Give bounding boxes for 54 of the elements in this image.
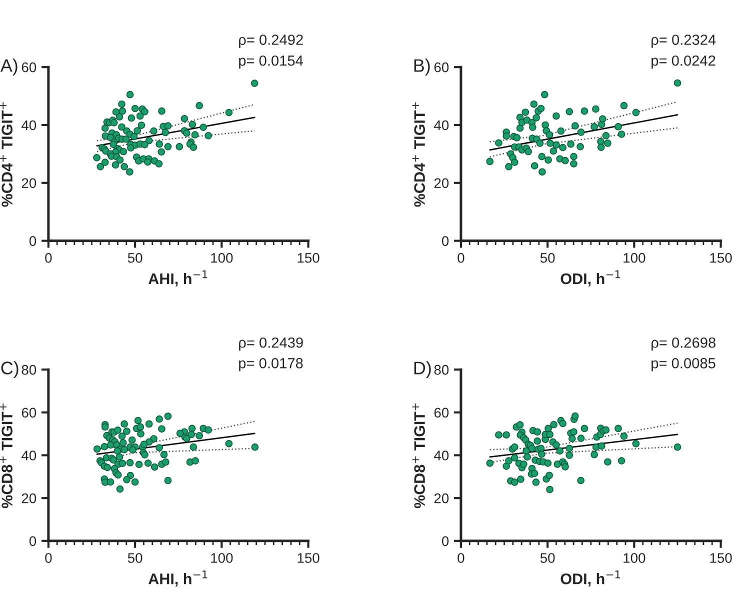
x-tick-label: 150 <box>298 252 320 263</box>
x-axis-title: AHI, h$^{−1}$ <box>148 270 208 286</box>
x-tick-label: 150 <box>298 553 320 563</box>
y-tick-label: 60 <box>434 62 449 72</box>
x-axis-title: ODI, h$^{−1}$ <box>560 570 620 586</box>
x-tick-label: 50 <box>540 252 555 263</box>
y-tick-label: 0 <box>442 536 449 546</box>
chart-title: A) <box>0 58 18 76</box>
y-tick-label: 0 <box>29 536 36 546</box>
chart-title: D) <box>414 361 431 378</box>
x-axis-title: AHI, h$^{−1}$ <box>148 570 208 586</box>
y-tick-label: 60 <box>434 408 449 418</box>
x-tick-label: 0 <box>45 252 52 263</box>
annotation: p= 0.0178 <box>239 358 303 372</box>
y-tick-label: 40 <box>434 120 449 130</box>
x-axis-title: ODI, h$^{−1}$ <box>560 270 620 286</box>
y-tick-label: 20 <box>434 178 449 188</box>
y-tick-label: 80 <box>434 364 449 375</box>
y-tick-label: 20 <box>22 493 36 504</box>
x-tick-label: 50 <box>128 252 142 263</box>
annotation: p= 0.0154 <box>239 55 303 69</box>
chart-title: B) <box>414 58 430 76</box>
annotation: p= 0.0242 <box>652 55 716 69</box>
x-tick-label: 150 <box>710 553 732 563</box>
annotation: p= 0.0085 <box>652 358 716 372</box>
x-tick-label: 150 <box>710 252 732 263</box>
y-tick-label: 80 <box>22 364 36 375</box>
x-tick-label: 50 <box>540 553 555 563</box>
chart-title: C) <box>1 361 18 378</box>
text: ρ= 0.2324 <box>652 34 716 48</box>
x-tick-label: 100 <box>624 553 646 563</box>
y-axis-title: %CD4$^{+}$ TIGIT$^{+}$ <box>0 102 12 207</box>
y-axis-title: %CD8$^{+}$ TIGIT$^{+}$ <box>412 404 425 508</box>
x-tick-label: 0 <box>458 553 464 563</box>
y-axis-title: %CD8$^{+}$ TIGIT$^{+}$ <box>0 404 12 508</box>
y-tick-label: 0 <box>29 236 36 246</box>
text: ρ= 0.2439 <box>239 337 303 351</box>
x-tick-label: 100 <box>624 252 646 263</box>
y-tick-label: 40 <box>22 450 36 460</box>
x-tick-label: 100 <box>211 553 233 563</box>
y-tick-label: 40 <box>434 450 449 460</box>
y-tick-label: 20 <box>22 178 36 188</box>
x-tick-label: 0 <box>458 252 464 263</box>
y-axis-title: %CD4$^{+}$ TIGIT$^{+}$ <box>412 102 425 207</box>
text: ρ= 0.2698 <box>652 337 716 351</box>
y-tick-label: 40 <box>22 120 36 130</box>
y-tick-label: 0 <box>442 236 449 246</box>
text: ρ= 0.2492 <box>239 34 303 48</box>
x-tick-label: 0 <box>45 553 52 563</box>
y-tick-label: 60 <box>22 408 36 418</box>
x-tick-label: 50 <box>128 553 142 563</box>
y-tick-label: 20 <box>434 493 449 504</box>
x-tick-label: 100 <box>211 252 233 263</box>
y-tick-label: 60 <box>22 62 36 72</box>
